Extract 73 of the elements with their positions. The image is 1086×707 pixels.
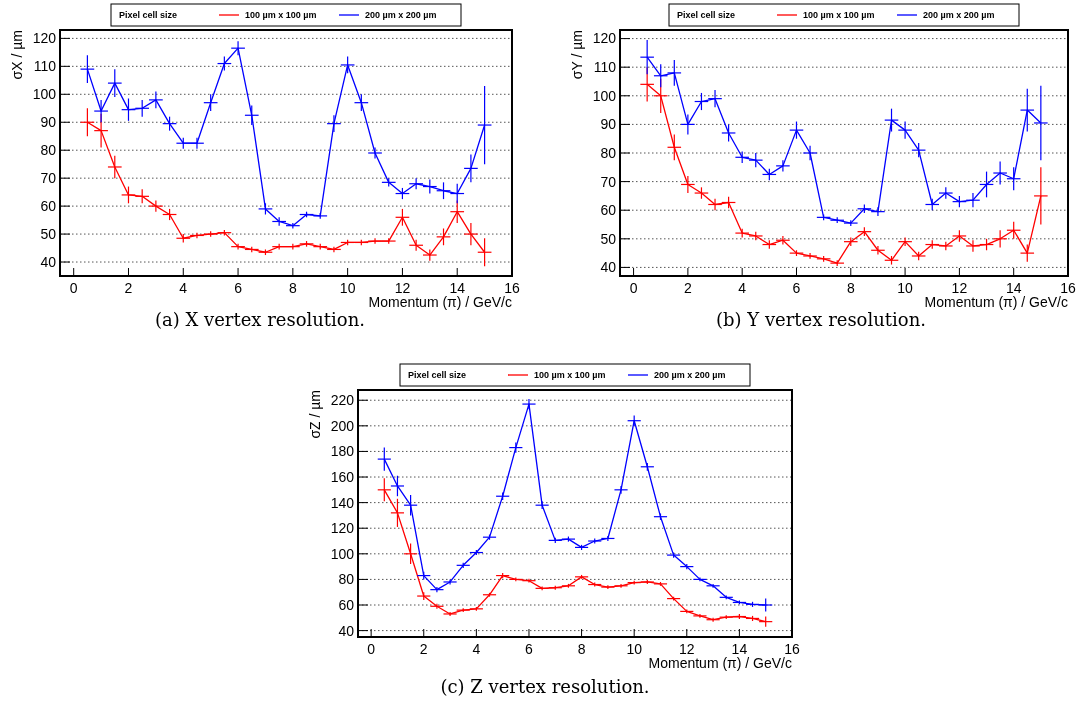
x-tick-label: 6 xyxy=(234,280,243,296)
y-tick-label: 200 xyxy=(330,417,355,434)
x-tick-label: 4 xyxy=(472,641,481,657)
x-tick-label: 10 xyxy=(626,641,643,657)
y-tick-label: 90 xyxy=(40,114,57,131)
y-tick-label: 40 xyxy=(600,259,617,276)
x-tick-label: 6 xyxy=(792,280,801,296)
x-tick-label: 8 xyxy=(288,280,297,296)
y-tick-label: 50 xyxy=(40,225,57,242)
y-tick-label: 220 xyxy=(330,392,355,409)
text: (b) Y vertex resolution. xyxy=(716,309,926,330)
x-axis-title: Momentum (π) / GeV/c xyxy=(924,294,1068,310)
x-tick-label: 2 xyxy=(419,641,428,657)
x-tick-label: 14 xyxy=(731,641,748,657)
y-tick-label: 90 xyxy=(600,116,617,133)
x-tick-label: 8 xyxy=(846,280,855,296)
x-tick-label: 4 xyxy=(179,280,188,296)
legend-title: Pixel cell size xyxy=(677,10,736,21)
legend-label: 100 µm x 100 µm xyxy=(534,370,606,381)
x-tick-label: 2 xyxy=(124,280,133,296)
legend-label: 200 µm x 200 µm xyxy=(654,370,726,381)
x-tick-label: 16 xyxy=(1060,280,1076,296)
x-tick-label: 14 xyxy=(1005,280,1022,296)
y-tick-label: 120 xyxy=(330,520,355,537)
legend-label: 200 µm x 200 µm xyxy=(365,10,437,21)
x-tick-label: 6 xyxy=(525,641,534,657)
y-tick-label: 120 xyxy=(592,30,617,47)
y-tick-label: 80 xyxy=(40,142,57,159)
y-tick-label: 60 xyxy=(338,596,355,613)
text: (a) X vertex resolution. xyxy=(154,309,366,330)
y-tick-label: 60 xyxy=(600,202,617,219)
legend-label: 100 µm x 100 µm xyxy=(245,10,317,21)
legend-label: 100 µm x 100 µm xyxy=(803,10,875,21)
y-tick-label: 60 xyxy=(40,198,57,215)
x-tick-label: 0 xyxy=(629,280,638,296)
y-axis-title: σZ / µm xyxy=(307,390,323,439)
y-tick-label: 110 xyxy=(593,59,617,76)
x-tick-label: 12 xyxy=(394,280,411,296)
x-tick-label: 16 xyxy=(784,641,800,657)
y-tick-label: 40 xyxy=(40,253,57,270)
x-tick-label: 10 xyxy=(339,280,356,296)
y-tick-label: 40 xyxy=(338,622,355,639)
y-tick-label: 100 xyxy=(32,86,57,103)
x-tick-label: 12 xyxy=(679,641,695,657)
y-tick-label: 160 xyxy=(330,468,355,485)
x-axis-title: Momentum (π) / GeV/c xyxy=(368,294,512,310)
y-axis-title: σY / µm xyxy=(569,30,585,80)
x-tick-label: 4 xyxy=(738,280,747,296)
legend-title: Pixel cell size xyxy=(119,10,178,21)
y-tick-label: 110 xyxy=(33,58,57,75)
y-tick-label: 100 xyxy=(330,545,355,562)
text: (c) Z vertex resolution. xyxy=(440,676,650,697)
x-tick-label: 12 xyxy=(951,280,968,296)
y-tick-label: 180 xyxy=(330,443,355,460)
x-tick-label: 10 xyxy=(897,280,914,296)
y-tick-label: 70 xyxy=(600,173,617,190)
y-tick-label: 140 xyxy=(330,494,355,511)
y-tick-label: 80 xyxy=(600,144,617,161)
x-tick-label: 16 xyxy=(504,280,520,296)
x-tick-label: 14 xyxy=(449,280,466,296)
legend-title: Pixel cell size xyxy=(408,370,467,381)
y-tick-label: 70 xyxy=(40,170,57,187)
y-tick-label: 50 xyxy=(600,230,617,247)
y-tick-label: 80 xyxy=(338,571,355,588)
x-tick-label: 0 xyxy=(69,280,78,296)
y-tick-label: 120 xyxy=(32,30,57,47)
x-tick-label: 2 xyxy=(683,280,692,296)
legend-label: 200 µm x 200 µm xyxy=(923,10,995,21)
x-tick-label: 8 xyxy=(577,641,586,657)
y-tick-label: 100 xyxy=(592,87,617,104)
y-axis-title: σX / µm xyxy=(9,30,25,80)
x-tick-label: 0 xyxy=(367,641,376,657)
x-axis-title: Momentum (π) / GeV/c xyxy=(648,655,792,671)
